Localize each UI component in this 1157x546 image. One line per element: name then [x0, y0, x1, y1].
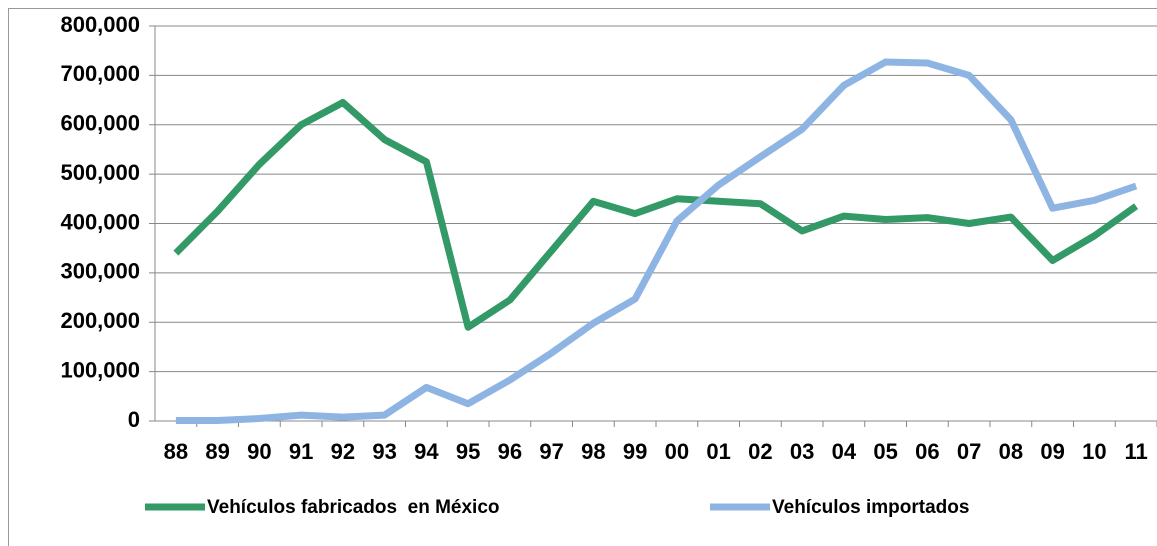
- x-tick-label: 90: [247, 439, 271, 464]
- legend-label: Vehículos importados: [772, 497, 969, 518]
- y-tick-label: 200,000: [60, 308, 140, 333]
- x-tick-label: 08: [999, 439, 1023, 464]
- y-tick-label: 100,000: [60, 357, 140, 382]
- x-tick-label: 01: [706, 439, 730, 464]
- x-tick-label: 07: [957, 439, 981, 464]
- x-tick-label: 94: [414, 439, 439, 464]
- chart-frame: [8, 8, 1157, 546]
- x-tick-label: 88: [164, 439, 188, 464]
- x-tick-label: 11: [1124, 439, 1147, 464]
- x-tick-label: 89: [205, 439, 229, 464]
- x-tick-label: 93: [372, 439, 396, 464]
- x-tick-label: 06: [915, 439, 939, 464]
- x-tick-label: 04: [832, 439, 857, 464]
- series-line: [175, 58, 1138, 424]
- legend-label: Vehículos fabricados en México: [207, 497, 500, 518]
- y-tick-label: 500,000: [60, 160, 140, 185]
- x-tick-label: 96: [498, 439, 522, 464]
- x-tick-label: 10: [1082, 439, 1106, 464]
- x-tick-label: 92: [331, 439, 355, 464]
- x-tick-label: 99: [623, 439, 647, 464]
- x-tick-label: 98: [581, 439, 605, 464]
- x-tick-label: 05: [873, 439, 897, 464]
- y-tick-label: 700,000: [60, 61, 140, 86]
- y-tick-label: 0: [128, 407, 140, 432]
- series-line: [173, 99, 1139, 331]
- x-tick-label: 97: [539, 439, 563, 464]
- x-tick-label: 02: [748, 439, 772, 464]
- x-tick-label: 91: [289, 439, 313, 464]
- y-tick-label: 800,000: [60, 12, 140, 37]
- x-tick-label: 95: [456, 439, 480, 464]
- y-tick-label: 300,000: [60, 259, 140, 284]
- x-tick-label: 00: [665, 439, 689, 464]
- x-tick-label: 03: [790, 439, 814, 464]
- y-tick-label: 600,000: [60, 111, 140, 136]
- x-tick-label: 09: [1040, 439, 1064, 464]
- y-tick-label: 400,000: [60, 209, 140, 234]
